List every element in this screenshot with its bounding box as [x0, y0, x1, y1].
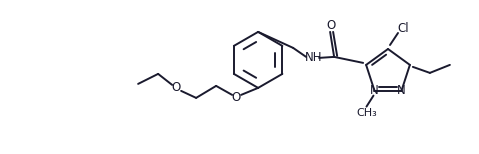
Text: O: O [171, 81, 181, 94]
Text: N: N [397, 84, 406, 97]
Text: Cl: Cl [397, 22, 409, 34]
Text: N: N [370, 84, 379, 97]
Text: O: O [327, 19, 336, 32]
Text: O: O [231, 91, 241, 104]
Text: NH: NH [304, 51, 322, 64]
Text: CH₃: CH₃ [356, 108, 377, 118]
